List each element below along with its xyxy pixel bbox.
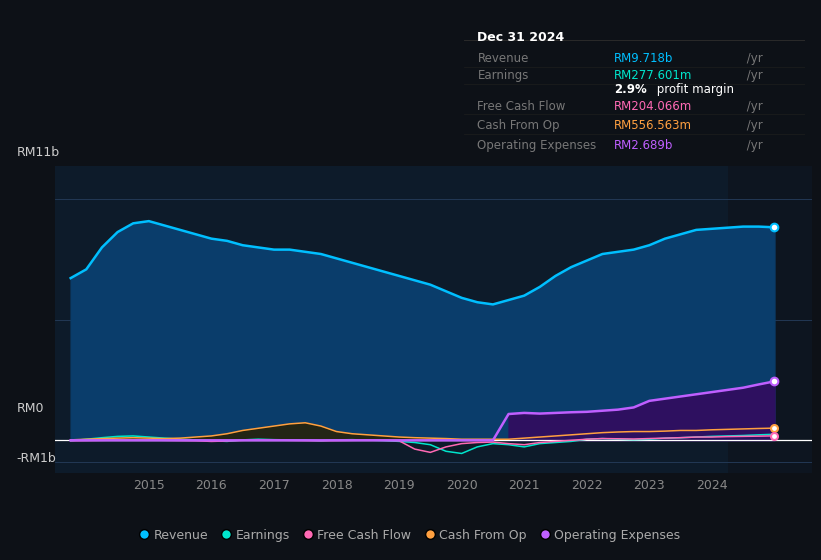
Text: RM11b: RM11b xyxy=(16,146,60,158)
Text: /yr: /yr xyxy=(743,100,763,113)
Text: RM0: RM0 xyxy=(16,402,44,414)
Legend: Revenue, Earnings, Free Cash Flow, Cash From Op, Operating Expenses: Revenue, Earnings, Free Cash Flow, Cash … xyxy=(136,524,685,547)
Text: profit margin: profit margin xyxy=(653,83,734,96)
Text: Dec 31 2024: Dec 31 2024 xyxy=(478,31,565,44)
Text: RM556.563m: RM556.563m xyxy=(614,119,692,133)
Text: RM9.718b: RM9.718b xyxy=(614,52,673,66)
Text: Earnings: Earnings xyxy=(478,69,529,82)
Text: Operating Expenses: Operating Expenses xyxy=(478,139,597,152)
Bar xyxy=(727,166,812,473)
Text: -RM1b: -RM1b xyxy=(16,452,56,465)
Text: 2.9%: 2.9% xyxy=(614,83,646,96)
Text: RM204.066m: RM204.066m xyxy=(614,100,692,113)
Text: RM277.601m: RM277.601m xyxy=(614,69,692,82)
Text: /yr: /yr xyxy=(743,69,763,82)
Text: /yr: /yr xyxy=(743,52,763,66)
Text: Revenue: Revenue xyxy=(478,52,529,66)
Text: Free Cash Flow: Free Cash Flow xyxy=(478,100,566,113)
Text: Cash From Op: Cash From Op xyxy=(478,119,560,133)
Text: /yr: /yr xyxy=(743,139,763,152)
Text: RM2.689b: RM2.689b xyxy=(614,139,673,152)
Text: /yr: /yr xyxy=(743,119,763,133)
